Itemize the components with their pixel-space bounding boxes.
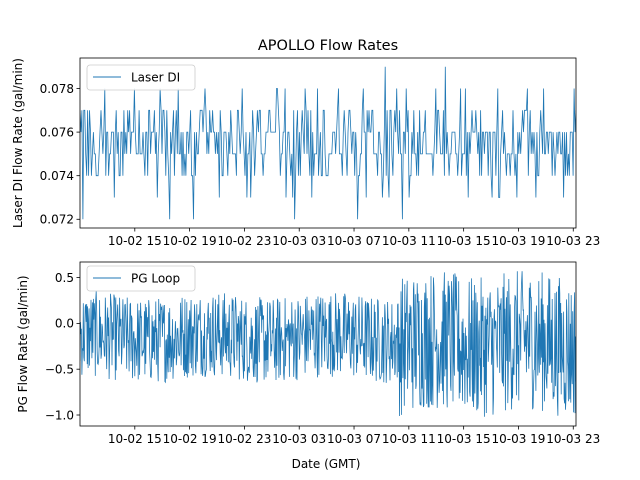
x-tick-label: 10-03 11 bbox=[382, 432, 436, 446]
x-tick-label: 10-02 15 bbox=[108, 234, 162, 248]
x-tick-label: 10-03 15 bbox=[437, 432, 491, 446]
y-tick-label: −1.0 bbox=[45, 408, 74, 422]
top-legend-label: Laser DI bbox=[131, 71, 180, 85]
top-legend-box bbox=[86, 64, 196, 91]
x-tick-label: 10-03 07 bbox=[327, 234, 381, 248]
x-tick-label: 10-03 19 bbox=[491, 234, 545, 248]
y-tick-label: 0.074 bbox=[40, 169, 74, 183]
x-tick-label: 10-02 15 bbox=[108, 432, 162, 446]
y-tick-label: 0.5 bbox=[55, 271, 74, 285]
series-line bbox=[80, 271, 576, 417]
bottom-legend: PG Loop bbox=[86, 265, 196, 292]
top-y-ticks: 0.072 0.074 0.076 0.078 bbox=[40, 82, 80, 227]
x-tick-label: 10-03 23 bbox=[546, 432, 600, 446]
x-tick-label: 10-03 19 bbox=[491, 432, 545, 446]
top-y-axis-label: Laser DI Flow Rate (gal/min) bbox=[11, 58, 25, 228]
top-x-ticks: 10-02 15 10-02 19 10-02 23 10-03 03 10-03 07… bbox=[108, 228, 600, 248]
x-axis-label: Date (GMT) bbox=[292, 457, 361, 471]
x-tick-label: 10-02 19 bbox=[163, 234, 217, 248]
x-tick-label: 10-03 15 bbox=[437, 234, 491, 248]
pg-loop-series bbox=[80, 271, 576, 417]
bottom-y-ticks: −1.0 −0.5 0.0 0.5 bbox=[45, 271, 80, 422]
series-line bbox=[80, 66, 576, 220]
top-legend: Laser DI bbox=[86, 64, 196, 91]
x-tick-label: 10-03 03 bbox=[272, 234, 326, 248]
x-tick-label: 10-03 11 bbox=[382, 234, 436, 248]
x-tick-label: 10-02 23 bbox=[217, 234, 271, 248]
y-tick-label: 0.072 bbox=[40, 213, 74, 227]
y-tick-label: −0.5 bbox=[45, 362, 74, 376]
y-tick-label: 0.0 bbox=[55, 317, 74, 331]
y-tick-label: 0.078 bbox=[40, 82, 74, 96]
x-tick-label: 10-02 19 bbox=[163, 432, 217, 446]
x-tick-label: 10-03 23 bbox=[546, 234, 600, 248]
bottom-y-axis-label: PG Flow Rate (gal/min) bbox=[16, 275, 30, 412]
top-axes-frame bbox=[79, 57, 577, 229]
bottom-legend-box bbox=[86, 265, 196, 292]
bottom-axes-frame bbox=[79, 261, 577, 427]
y-tick-label: 0.076 bbox=[40, 125, 74, 139]
x-tick-label: 10-02 23 bbox=[217, 432, 271, 446]
bottom-x-ticks: 10-02 15 10-02 19 10-02 23 10-03 03 10-03 07… bbox=[108, 426, 600, 446]
x-tick-label: 10-03 03 bbox=[272, 432, 326, 446]
laser-di-series bbox=[80, 66, 576, 220]
x-tick-label: 10-03 07 bbox=[327, 432, 381, 446]
bottom-legend-label: PG Loop bbox=[131, 272, 180, 286]
chart-title: APOLLO Flow Rates bbox=[258, 38, 398, 54]
